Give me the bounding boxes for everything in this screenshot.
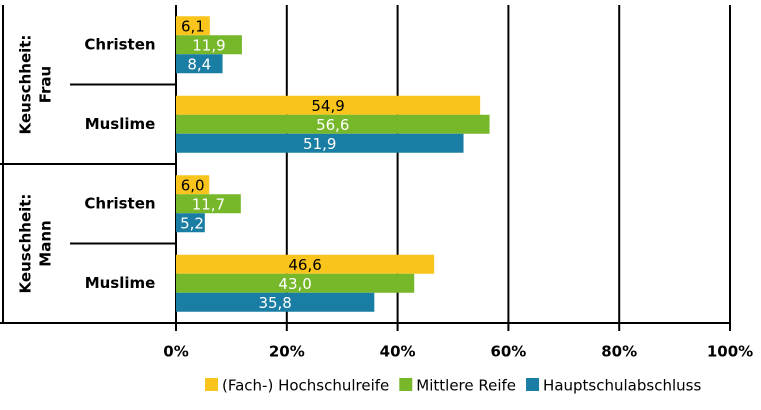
bar bbox=[176, 194, 241, 214]
category-label: Muslime bbox=[85, 274, 156, 292]
bar bbox=[176, 273, 415, 293]
x-tick-label: 80% bbox=[601, 343, 637, 361]
legend-swatch bbox=[526, 378, 540, 391]
value-label: 11,7 bbox=[192, 195, 225, 213]
value-label: 6,1 bbox=[181, 17, 205, 35]
x-tick-label: 40% bbox=[380, 343, 416, 361]
value-label: 51,9 bbox=[303, 135, 336, 153]
value-label: 11,9 bbox=[192, 36, 225, 54]
value-label: 43,0 bbox=[278, 275, 311, 293]
x-tick-label: 100% bbox=[707, 343, 753, 361]
value-label: 46,6 bbox=[288, 256, 321, 274]
bar bbox=[176, 35, 242, 55]
value-label: 54,9 bbox=[311, 97, 344, 115]
group-label: Keuschheit: bbox=[17, 35, 35, 135]
value-label: 35,8 bbox=[258, 294, 291, 312]
legend-swatch bbox=[205, 378, 218, 391]
bar bbox=[176, 133, 464, 153]
legend-label: Mittlere Reife bbox=[416, 377, 516, 395]
x-tick-label: 20% bbox=[269, 343, 305, 361]
bar bbox=[176, 16, 210, 36]
bar bbox=[176, 213, 205, 233]
value-label: 6,0 bbox=[181, 176, 205, 194]
bar bbox=[176, 54, 223, 74]
category-label: Christen bbox=[84, 35, 155, 53]
value-label: 8,4 bbox=[187, 55, 211, 73]
category-label: Christen bbox=[84, 194, 155, 212]
group-label: Frau bbox=[37, 66, 55, 104]
value-label: 56,6 bbox=[316, 116, 349, 134]
legend-label: (Fach-) Hochschulreife bbox=[222, 377, 389, 395]
bar bbox=[176, 95, 481, 115]
legend-label: Hauptschulabschluss bbox=[543, 377, 701, 395]
legend-swatch bbox=[399, 378, 413, 391]
x-tick-label: 60% bbox=[490, 343, 526, 361]
group-label: Keuschheit: bbox=[17, 194, 35, 294]
bar bbox=[176, 292, 375, 312]
bar bbox=[176, 254, 435, 274]
group-label: Mann bbox=[37, 220, 55, 266]
category-label: Muslime bbox=[85, 115, 156, 133]
bar bbox=[176, 175, 210, 195]
value-label: 5,2 bbox=[180, 214, 204, 232]
x-tick-label: 0% bbox=[163, 343, 188, 361]
bar bbox=[176, 114, 490, 134]
